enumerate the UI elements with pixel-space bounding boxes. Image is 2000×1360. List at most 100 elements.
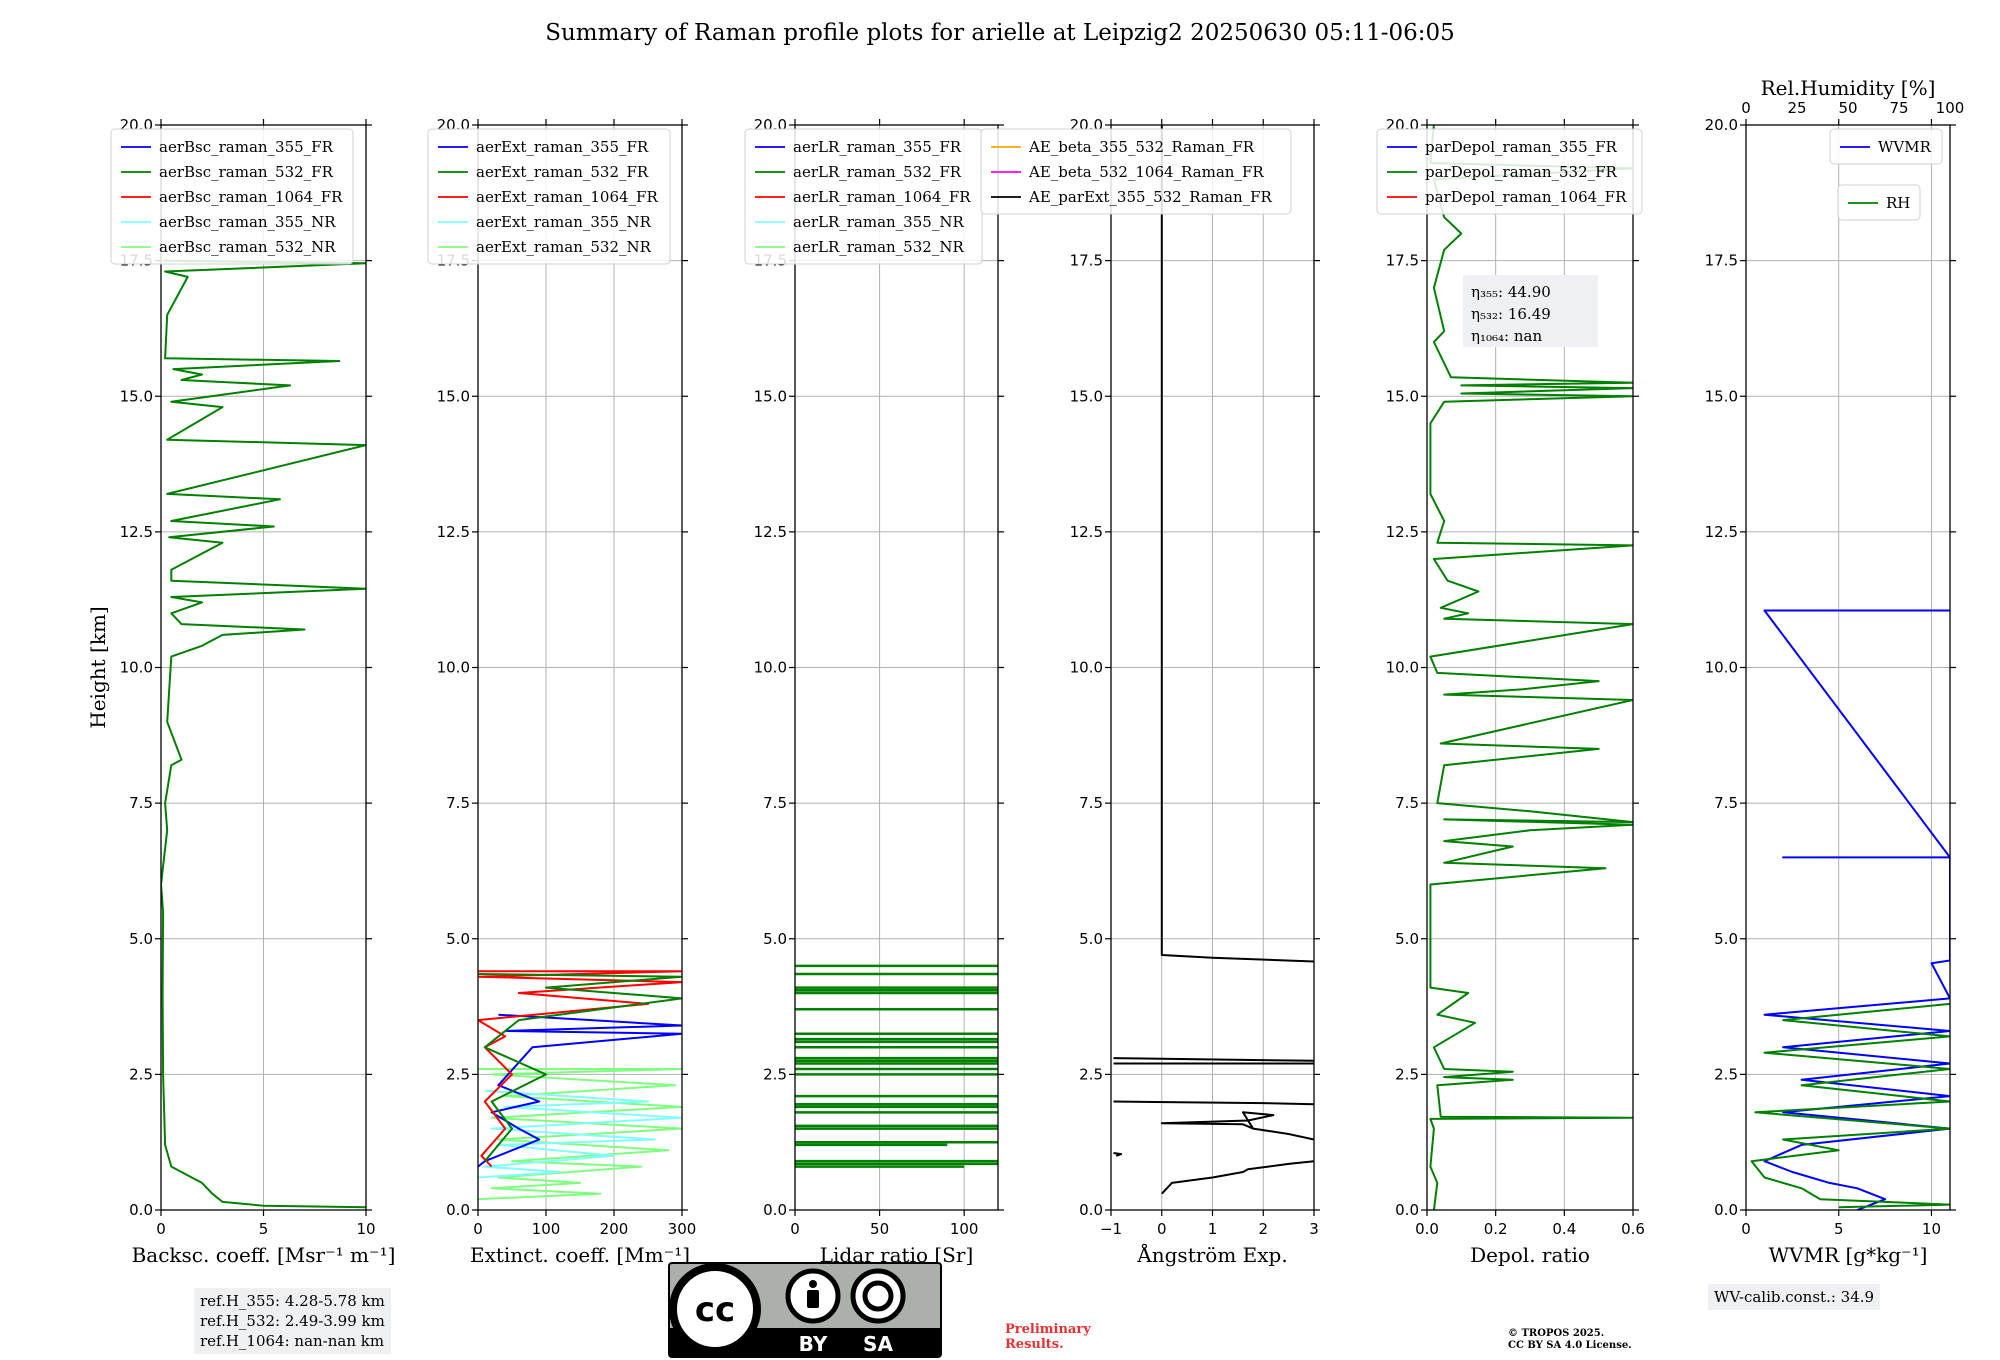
- legend: parDepol_raman_355_FR parDepol_raman_532_…: [1376, 128, 1643, 215]
- y-tick-label: 2.5: [446, 1065, 470, 1083]
- legend-label: aerExt_raman_532_FR: [476, 163, 649, 181]
- y-tick-label: 5.0: [1714, 930, 1738, 948]
- legend-label: aerBsc_raman_532_NR: [159, 238, 336, 256]
- x-axis-label: WVMR [g*kg⁻¹]: [1769, 1243, 1928, 1267]
- y-tick-label: 0.0: [763, 1201, 787, 1219]
- x-tick-label: 50: [870, 1220, 889, 1238]
- refh-info-box: ref.H_355: 4.28-5.78 km ref.H_532: 2.49-…: [194, 1288, 391, 1354]
- series-line: [1750, 1002, 1950, 1209]
- x-axis-label: Extinct. coeff. [Mm⁻¹]: [470, 1243, 690, 1267]
- y-tick-label: 7.5: [1079, 794, 1103, 812]
- data-layer: [795, 964, 998, 1168]
- axes-frame: [160, 124, 367, 1211]
- legend-frame: [427, 128, 671, 265]
- y-tick-label: 12.5: [754, 523, 787, 541]
- legend: AE_beta_355_532_Raman_FR AE_beta_532_1064…: [980, 128, 1292, 215]
- y-tick-label: 5.0: [763, 930, 787, 948]
- y-axis-label: Height [km]: [86, 606, 110, 728]
- y-tick-label: 0.0: [1079, 1201, 1103, 1219]
- legend-frame: [980, 128, 1292, 215]
- x-tick-label: 100: [950, 1220, 979, 1238]
- y-tick-label: 7.5: [1714, 794, 1738, 812]
- axes-frame: [1110, 124, 1315, 1211]
- y-tick-label: 10.0: [120, 659, 153, 677]
- series-line: [1161, 1160, 1314, 1195]
- y-tick-label: 2.5: [1714, 1065, 1738, 1083]
- legend-label: aerLR_raman_532_FR: [793, 163, 962, 181]
- legend-label: parDepol_raman_355_FR: [1425, 138, 1618, 156]
- data-layer: [161, 259, 366, 1209]
- figure-title: Summary of Raman profile plots for ariel…: [545, 20, 1455, 46]
- top-x-axis-label: Rel.Humidity [%]: [1761, 76, 1936, 100]
- series-line: [1113, 1100, 1314, 1106]
- svg-text:cc: cc: [695, 1290, 735, 1330]
- series-line: [478, 1068, 682, 1201]
- x-tick-label: 300: [668, 1220, 697, 1238]
- legend-label: aerLR_raman_532_NR: [793, 238, 964, 256]
- x-tick-label: 10: [1922, 1220, 1941, 1238]
- prelim-line-1: Preliminary: [1005, 1322, 1091, 1337]
- legend-label: aerExt_raman_355_NR: [476, 213, 652, 231]
- series-line: [1429, 125, 1633, 1210]
- y-tick-label: 5.0: [446, 930, 470, 948]
- refh-355: ref.H_355: 4.28-5.78 km: [200, 1292, 385, 1310]
- panel-ext: 01002003000.02.55.07.510.012.515.017.520…: [427, 116, 697, 1267]
- x-tick-label: 0: [1741, 1220, 1751, 1238]
- y-tick-label: 17.5: [1070, 252, 1103, 270]
- x-tick-label: 0.4: [1552, 1220, 1576, 1238]
- y-tick-label: 2.5: [1079, 1065, 1103, 1083]
- series-line: [478, 973, 682, 1162]
- copyright-note: © TROPOS 2025. CC BY SA 4.0 License.: [1508, 1328, 1632, 1352]
- x-tick-label: 1: [1208, 1220, 1218, 1238]
- panel-depol: 0.0 0.2 0.4 0.6 0.0 2.5 5.0 7.5 10.0 12.5 15.0 17.5…: [1376, 116, 1645, 1267]
- x-tick-label: 0: [156, 1220, 166, 1238]
- y-tick-label: 12.5: [1386, 523, 1419, 541]
- legend: aerBsc_raman_355_FR aerBsc_raman_532_FRae…: [110, 128, 354, 265]
- cc-by-sa-logo: cc BY SA: [668, 1262, 942, 1358]
- legend-label: AE_parExt_355_532_Raman_FR: [1028, 188, 1273, 206]
- preliminary-note: Preliminary Results.: [1005, 1322, 1091, 1352]
- y-tick-label: 2.5: [1395, 1065, 1419, 1083]
- legend-frame: [1829, 128, 1943, 165]
- x-axis-label: Depol. ratio: [1470, 1243, 1590, 1267]
- refh-1064: ref.H_1064: nan-nan km: [200, 1332, 385, 1350]
- legend-rh: RH: [1837, 184, 1921, 221]
- y-tick-label: 15.0: [120, 387, 153, 405]
- series-line: [1763, 609, 1950, 1210]
- legend-label: aerBsc_raman_532_FR: [159, 163, 334, 181]
- legend-label: aerExt_raman_355_FR: [476, 138, 649, 156]
- legend-label: AE_beta_532_1064_Raman_FR: [1028, 163, 1264, 181]
- y-tick-label: 12.5: [120, 523, 153, 541]
- x-tick-label: 10: [356, 1220, 375, 1238]
- y-tick-label: 12.5: [1070, 523, 1103, 541]
- x-tick-label: 0.2: [1484, 1220, 1508, 1238]
- legend: WVMR: [1829, 128, 1943, 165]
- y-tick-label: 15.0: [1386, 387, 1419, 405]
- cc-sa-label: SA: [863, 1332, 893, 1356]
- y-tick-label: 0.0: [129, 1201, 153, 1219]
- x-tick-label: 0: [1157, 1220, 1167, 1238]
- legend-label: aerLR_raman_1064_FR: [793, 188, 971, 206]
- legend-frame: [110, 128, 354, 265]
- wv-calib-box: WV-calib.const.: 34.9: [1708, 1284, 1881, 1310]
- legend-label: aerLR_raman_355_NR: [793, 213, 964, 231]
- series-line: [1113, 1152, 1123, 1157]
- eta-value: η₅₃₂: 16.49: [1471, 305, 1551, 323]
- eta-box-bg: [1463, 275, 1598, 347]
- axes-frame: [477, 124, 683, 1211]
- top-x-tick-label: 0: [1741, 99, 1751, 117]
- series-line: [161, 259, 366, 1209]
- legend-label: AE_beta_355_532_Raman_FR: [1028, 138, 1255, 156]
- x-tick-label: 5: [1834, 1220, 1844, 1238]
- y-tick-label: 10.0: [754, 659, 787, 677]
- y-tick-label: 0.0: [1395, 1201, 1419, 1219]
- y-tick-label: 15.0: [437, 387, 470, 405]
- legend-label: aerExt_raman_532_NR: [476, 238, 652, 256]
- legend-label: aerBsc_raman_355_NR: [159, 213, 336, 231]
- y-tick-label: 17.5: [1386, 252, 1419, 270]
- x-tick-label: 0.0: [1415, 1220, 1439, 1238]
- y-tick-label: 0.0: [1714, 1201, 1738, 1219]
- x-tick-label: 0: [790, 1220, 800, 1238]
- eta-value: η₁₀₆₄: nan: [1471, 327, 1542, 345]
- y-tick-label: 2.5: [129, 1065, 153, 1083]
